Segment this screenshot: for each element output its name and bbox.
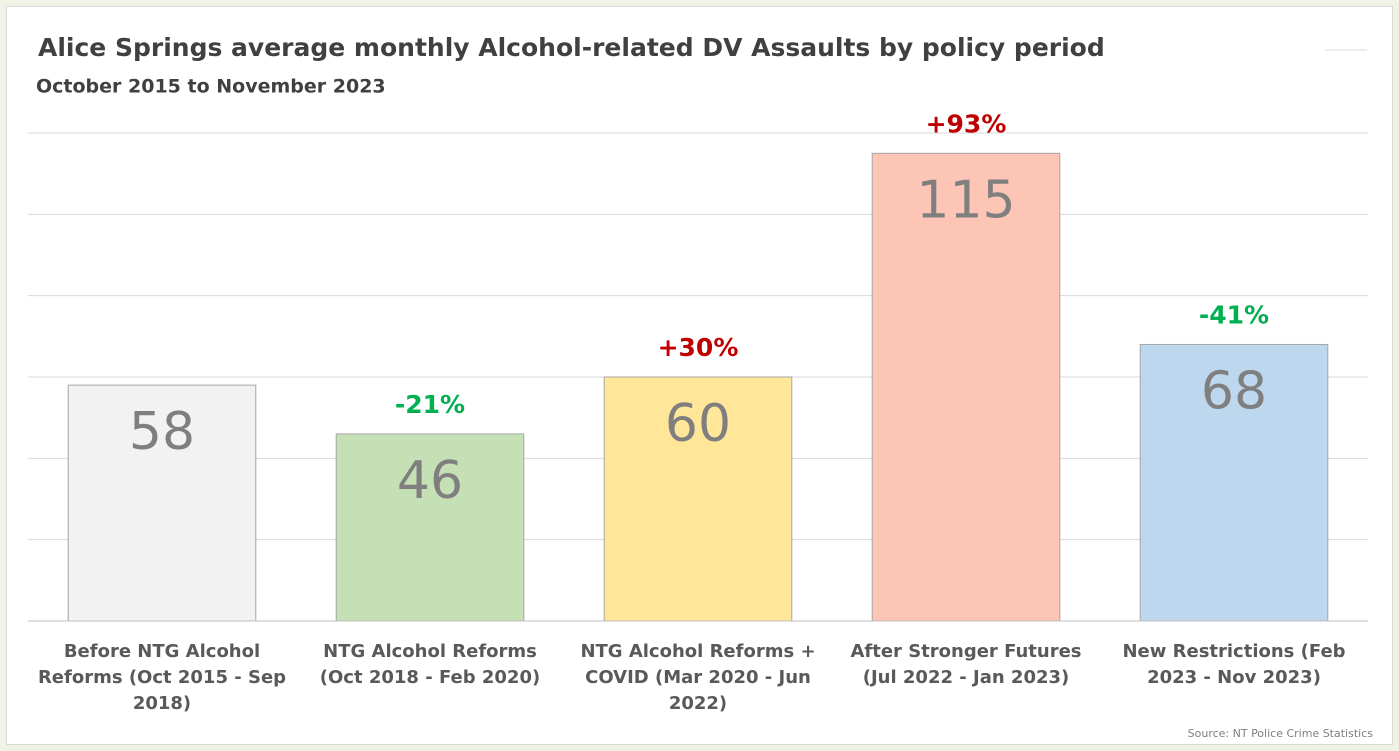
x-tick-label: NTG Alcohol Reforms + COVID (Mar 2020 - … (580, 641, 816, 714)
value-label: 60 (665, 394, 731, 454)
x-tick-label: NTG Alcohol Reforms (Oct 2018 - Feb 2020… (319, 641, 541, 688)
value-label: 68 (1201, 361, 1267, 421)
change-label: +93% (926, 109, 1007, 138)
bar (67, 384, 257, 622)
bar (1139, 343, 1329, 622)
bar (871, 152, 1061, 622)
change-label: -41% (1199, 300, 1269, 329)
value-label: 46 (397, 451, 463, 511)
value-label: 115 (916, 170, 1015, 230)
change-label: -21% (395, 390, 465, 419)
x-tick-label: Before NTG Alcohol Reforms (Oct 2015 - S… (37, 641, 287, 714)
chart-frame: Alice Springs average monthly Alcohol-re… (6, 6, 1393, 745)
change-label: +30% (658, 333, 739, 362)
x-tick-label: After Stronger Futures (Jul 2022 - Jan 2… (850, 641, 1082, 688)
chart-subtitle: October 2015 to November 2023 (36, 76, 386, 98)
source-note: Source: NT Police Crime Statistics (1188, 727, 1374, 740)
chart-title: Alice Springs average monthly Alcohol-re… (38, 33, 1105, 62)
x-tick-label: New Restrictions (Feb 2023 - Nov 2023) (1122, 641, 1346, 688)
chart: Alice Springs average monthly Alcohol-re… (28, 33, 1374, 740)
bar (335, 433, 525, 622)
bar (603, 376, 793, 622)
value-label: 58 (129, 402, 195, 462)
